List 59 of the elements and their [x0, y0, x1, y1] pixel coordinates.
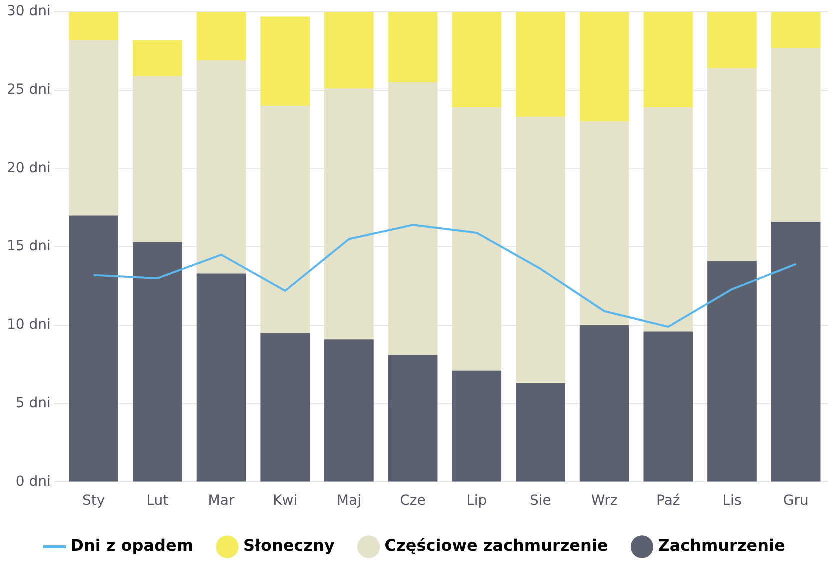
x-tick-label: Mar	[208, 493, 235, 510]
x-tick-label: Lut	[146, 493, 170, 510]
bar	[388, 355, 438, 482]
bar	[324, 340, 374, 482]
y-tick-label: 25 dni	[6, 82, 51, 98]
x-tick-label: Sie	[530, 493, 552, 510]
bar	[580, 325, 630, 482]
x-tick-label: Sty	[82, 493, 106, 510]
bar	[452, 12, 502, 108]
bar	[580, 122, 630, 326]
x-tick-label: Maj	[336, 493, 362, 510]
bar	[388, 12, 438, 83]
bar	[708, 68, 757, 262]
bar	[644, 332, 694, 482]
bar	[69, 40, 119, 216]
legend-label: Zachmurzenie	[658, 536, 786, 556]
bar	[196, 274, 246, 482]
x-tick-label: Lis	[722, 493, 742, 510]
bar	[133, 40, 182, 76]
bar	[644, 12, 694, 108]
bar	[133, 76, 182, 242]
legend-label: Słoneczny	[243, 536, 336, 556]
y-tick-label: 5 dni	[16, 395, 51, 412]
x-tick-label: Wrz	[591, 493, 618, 510]
bar	[324, 88, 374, 340]
y-tick-label: 0 dni	[16, 474, 51, 490]
bar	[260, 106, 310, 334]
bar	[196, 12, 246, 61]
y-tick-label: 30 dni	[6, 4, 51, 20]
x-tick-label: Lip	[466, 493, 488, 510]
bar	[452, 108, 502, 371]
y-tick-label: 15 dni	[6, 238, 51, 255]
x-tick-label: Gru	[783, 493, 809, 510]
bar	[260, 333, 310, 482]
bar	[69, 12, 119, 40]
bar	[708, 261, 757, 482]
bar	[452, 370, 502, 482]
bar	[133, 242, 182, 482]
x-tick-label: Paź	[656, 493, 680, 510]
bar	[388, 82, 438, 356]
bar	[516, 117, 566, 384]
bar	[324, 12, 374, 89]
bar	[196, 60, 246, 274]
legend-label: Dni z opadem	[70, 536, 194, 556]
y-tick-label: 10 dni	[6, 317, 51, 334]
x-tick-label: Kwi	[273, 493, 298, 510]
y-tick-label: 20 dni	[6, 160, 51, 176]
bar	[708, 12, 757, 68]
bar	[516, 383, 566, 482]
legend-label: Częściowe zachmurzenie	[384, 536, 608, 556]
x-tick-label: Cze	[400, 493, 426, 510]
bar	[580, 12, 630, 122]
bar	[644, 108, 694, 332]
bar	[260, 16, 310, 106]
bar	[771, 48, 821, 222]
bar	[771, 222, 821, 482]
bar	[516, 12, 566, 118]
bar	[771, 12, 821, 48]
bar	[69, 216, 119, 482]
